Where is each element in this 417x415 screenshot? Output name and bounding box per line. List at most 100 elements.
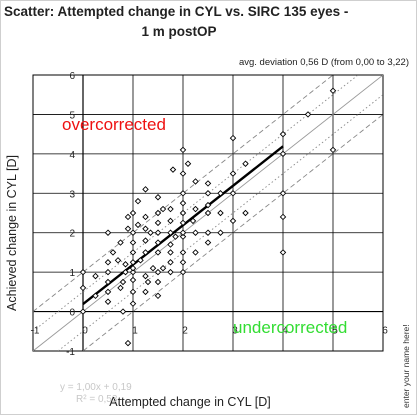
data-point bbox=[119, 308, 127, 315]
data-point bbox=[169, 166, 177, 173]
data-point bbox=[129, 288, 137, 296]
y-tick-label: 1 bbox=[69, 268, 75, 279]
data-point bbox=[154, 193, 162, 201]
data-point bbox=[184, 160, 192, 167]
data-point bbox=[129, 264, 137, 272]
data-point bbox=[204, 229, 212, 236]
overcorrected-annotation: overcorrected bbox=[62, 115, 166, 134]
data-point bbox=[117, 239, 124, 246]
data-point bbox=[154, 292, 162, 300]
data-point bbox=[329, 87, 337, 95]
data-point bbox=[129, 249, 137, 256]
data-point bbox=[154, 278, 162, 286]
data-point bbox=[154, 219, 162, 227]
data-point bbox=[104, 268, 112, 276]
data-point bbox=[279, 249, 287, 256]
x-tick-label: 3 bbox=[232, 326, 238, 337]
data-point bbox=[229, 217, 237, 225]
data-point bbox=[179, 190, 187, 197]
data-point bbox=[122, 261, 129, 268]
avg-deviation-label: avg. deviation 0,56 D (from 0,00 to 3,22… bbox=[238, 57, 409, 68]
data-point bbox=[279, 213, 287, 221]
x-tick-label: -1 bbox=[31, 326, 40, 337]
data-point bbox=[154, 239, 162, 246]
data-point bbox=[217, 229, 224, 236]
data-point bbox=[129, 229, 137, 236]
undercorrected-annotation: undercorrected bbox=[233, 318, 347, 337]
data-point bbox=[129, 259, 137, 266]
x-tick-label: 4 bbox=[282, 326, 288, 337]
fit-r-squared: R² = 0,53 bbox=[76, 394, 118, 405]
data-point bbox=[217, 209, 224, 217]
y-tick-label: 0 bbox=[69, 308, 75, 319]
data-point bbox=[109, 249, 117, 256]
data-point bbox=[159, 264, 167, 272]
data-point bbox=[179, 233, 187, 240]
data-point bbox=[167, 241, 174, 248]
data-point bbox=[172, 233, 179, 240]
data-point bbox=[229, 190, 237, 197]
data-point bbox=[167, 249, 174, 256]
data-point bbox=[179, 219, 187, 227]
x-tick-label: 5 bbox=[332, 326, 338, 337]
data-point bbox=[167, 268, 174, 276]
data-point bbox=[154, 209, 162, 217]
data-point bbox=[189, 217, 197, 225]
data-point bbox=[279, 150, 287, 158]
data-point bbox=[114, 257, 122, 264]
data-point bbox=[129, 276, 137, 284]
grid-layer bbox=[32, 74, 384, 352]
data-point bbox=[304, 111, 312, 118]
plot-border bbox=[32, 74, 384, 352]
data-point bbox=[142, 213, 149, 221]
data-point bbox=[179, 268, 187, 276]
x-tick-label: 0 bbox=[82, 326, 88, 337]
data-point bbox=[147, 229, 154, 236]
data-point bbox=[129, 300, 137, 307]
data-point bbox=[92, 292, 99, 300]
data-point bbox=[204, 180, 212, 187]
y-axis-label: Achieved change in CYL [D] bbox=[5, 155, 19, 311]
data-point bbox=[149, 264, 157, 272]
data-point bbox=[179, 249, 187, 256]
data-point bbox=[142, 288, 149, 296]
data-point bbox=[179, 229, 187, 236]
data-point bbox=[167, 217, 174, 225]
y-tick-label: 3 bbox=[69, 189, 75, 200]
data-point bbox=[192, 205, 199, 213]
data-point bbox=[159, 205, 167, 213]
data-point bbox=[154, 249, 162, 256]
data-point bbox=[79, 308, 87, 315]
data-point bbox=[129, 239, 137, 246]
data-point bbox=[104, 288, 112, 296]
data-point bbox=[137, 257, 144, 264]
chart-title-line1: Scatter: Attempted change in CYL vs. SIR… bbox=[4, 4, 349, 19]
y-tick-label: 2 bbox=[69, 229, 75, 240]
data-point bbox=[229, 170, 237, 177]
data-point bbox=[242, 209, 249, 217]
data-point bbox=[119, 278, 127, 286]
data-point bbox=[104, 229, 112, 236]
data-point bbox=[124, 339, 132, 347]
data-point bbox=[192, 178, 199, 185]
y-tick-label: -1 bbox=[66, 347, 75, 358]
x-tick-label: 1 bbox=[132, 326, 138, 337]
data-point bbox=[144, 278, 152, 286]
data-point bbox=[134, 221, 142, 229]
y-tick-label: 6 bbox=[69, 71, 75, 82]
data-point bbox=[142, 225, 149, 233]
data-point bbox=[242, 160, 249, 167]
data-point bbox=[204, 201, 212, 209]
data-point bbox=[179, 259, 187, 266]
data-point bbox=[104, 298, 112, 305]
data-point bbox=[142, 186, 149, 193]
data-point bbox=[167, 229, 174, 236]
reference-line-dashed bbox=[82, 114, 383, 351]
data-point bbox=[154, 229, 162, 236]
data-point bbox=[104, 278, 112, 286]
data-point bbox=[279, 190, 287, 197]
x-tick-label: 2 bbox=[182, 326, 188, 337]
data-point bbox=[129, 209, 137, 217]
x-tick-label: 6 bbox=[382, 326, 388, 337]
